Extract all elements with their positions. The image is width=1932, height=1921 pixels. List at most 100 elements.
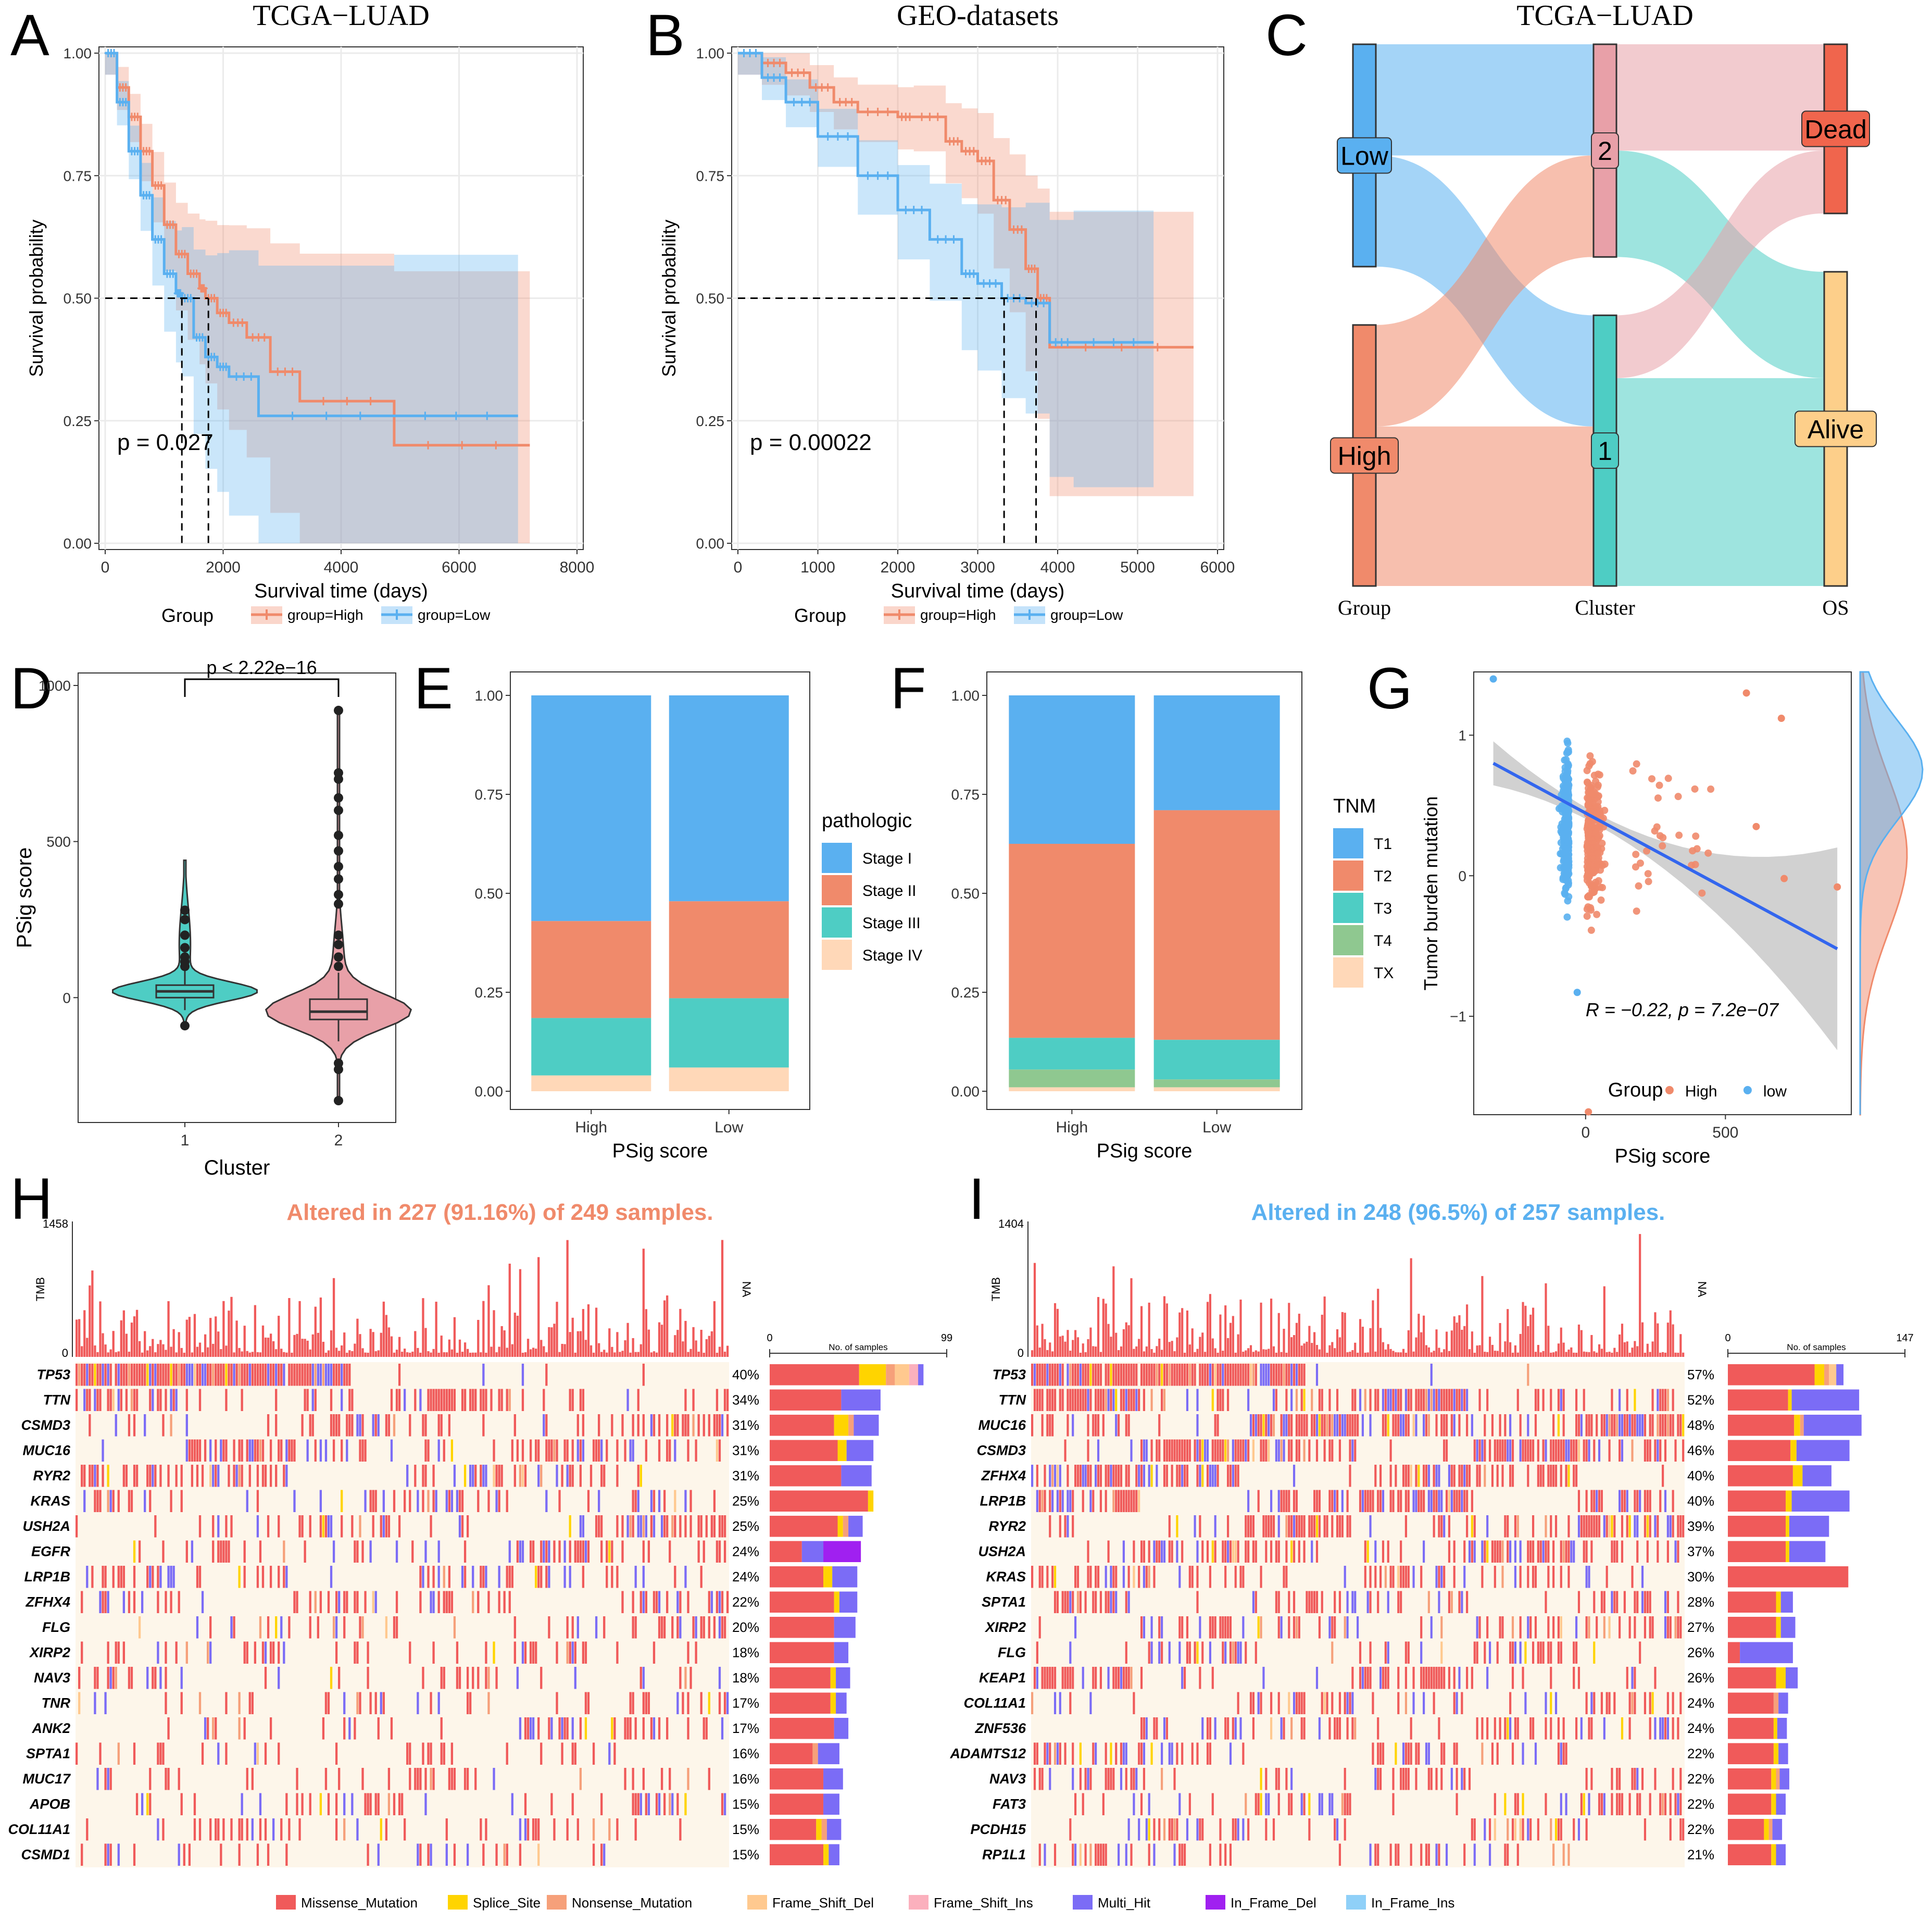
mutation-cell	[671, 1616, 674, 1639]
mutation-cell	[563, 1566, 566, 1588]
mutation-cell	[1237, 1818, 1239, 1841]
mutation-cell	[1425, 1843, 1428, 1866]
mutation-cell	[1265, 1768, 1268, 1790]
mutation-cell	[1349, 1465, 1351, 1487]
gene-label: XIRP2	[984, 1619, 1026, 1635]
gene-label: FAT3	[993, 1796, 1026, 1812]
tmb-bar	[1458, 1315, 1461, 1357]
mutation-cell	[1529, 1616, 1532, 1639]
mutation-cell	[1072, 1414, 1074, 1437]
mutation-cell	[480, 1566, 482, 1588]
mutation-cell	[1453, 1465, 1456, 1487]
mutation-cell	[687, 1717, 689, 1740]
point-high	[1648, 775, 1656, 783]
mutation-cell	[1392, 1793, 1395, 1815]
mutation-cell	[1095, 1364, 1097, 1386]
tmb-bar	[1514, 1345, 1516, 1357]
mutation-cell	[437, 1591, 440, 1613]
mutation-cell	[1491, 1414, 1494, 1437]
mutation-cell	[1105, 1490, 1107, 1512]
tmb-bar	[1476, 1345, 1478, 1357]
mutation-cell	[1222, 1389, 1224, 1411]
mutation-cell	[133, 1414, 136, 1437]
mutation-cell	[1051, 1465, 1054, 1487]
tmb-bar	[587, 1304, 590, 1357]
mutation-cell	[1293, 1591, 1296, 1613]
mutation-cell	[1122, 1667, 1125, 1689]
mutation-cell	[1651, 1692, 1654, 1714]
mutation-cell	[1494, 1439, 1496, 1462]
censor-mark	[864, 107, 872, 116]
mutation-cell	[710, 1515, 713, 1538]
mutation-cell	[1107, 1364, 1110, 1386]
censor-mark	[424, 441, 432, 450]
panel-b-survival-geo: 0 1000 2000 3000 4000 5000 60000.000.250.500.7…	[658, 0, 1235, 626]
tmb-bar	[1583, 1351, 1585, 1357]
tmb-bar	[230, 1296, 233, 1357]
tmb-bar	[128, 1351, 131, 1357]
mutation-cell	[621, 1515, 624, 1538]
mutation-cell	[1440, 1490, 1443, 1512]
mutation-cell	[1069, 1591, 1072, 1613]
mutation-cell	[330, 1389, 333, 1411]
bar-segment-t1	[1009, 695, 1135, 844]
mutation-cell	[1519, 1566, 1522, 1588]
mutation-cell	[1171, 1465, 1173, 1487]
mutation-cell	[283, 1566, 285, 1588]
significance-label: p < 2.22e−16	[206, 657, 317, 678]
tmb-bar	[1644, 1352, 1647, 1357]
mutation-cell	[1361, 1667, 1364, 1689]
mutation-cell	[1410, 1717, 1412, 1740]
mutation-cell	[571, 1641, 574, 1664]
mutation-cell	[687, 1692, 689, 1714]
mutation-cell	[141, 1364, 144, 1386]
mutation-cell	[582, 1439, 585, 1462]
legend-key	[822, 940, 852, 970]
mutation-cell	[526, 1717, 530, 1740]
bar-segment-t3	[1009, 1038, 1135, 1070]
tmb-bar	[1234, 1352, 1237, 1357]
mutation-cell	[545, 1439, 548, 1462]
mutation-cell	[1095, 1389, 1097, 1411]
gene-bar-segment	[1740, 1642, 1793, 1663]
gene-label: EGFR	[31, 1543, 71, 1559]
mutation-cell	[1056, 1465, 1059, 1487]
mutation-cell	[1234, 1641, 1237, 1664]
mutation-cell	[658, 1793, 661, 1815]
mutation-cell	[222, 1818, 225, 1841]
mutation-cell	[374, 1414, 377, 1437]
y-axis-title: Survival probability	[26, 219, 47, 377]
point-low	[1564, 845, 1572, 853]
mutation-cell	[1404, 1768, 1407, 1790]
tmb-bar	[1053, 1303, 1057, 1357]
mutation-cell	[120, 1566, 122, 1588]
tmb-bar	[204, 1334, 207, 1357]
tmb-bar	[1254, 1350, 1257, 1357]
mutation-cell	[1458, 1667, 1461, 1689]
mutation-cell	[645, 1439, 647, 1462]
mutation-cell	[99, 1591, 102, 1613]
mutation-cell	[1341, 1793, 1344, 1815]
mutation-cell	[1298, 1616, 1300, 1639]
mutation-cell	[424, 1465, 427, 1487]
tmb-bar	[708, 1336, 710, 1357]
tmb-bar	[647, 1329, 650, 1357]
mutation-cell	[1181, 1540, 1184, 1563]
mutation-cell	[157, 1818, 159, 1841]
mutation-cell	[713, 1490, 716, 1512]
mutation-cell	[1374, 1389, 1377, 1411]
mutation-cell	[1577, 1591, 1580, 1613]
mutation-cell	[689, 1515, 692, 1538]
tmb-bar	[1239, 1299, 1242, 1357]
sankey-label-box	[1795, 410, 1877, 447]
tmb-bar	[556, 1302, 558, 1357]
mutation-cell	[1338, 1414, 1341, 1437]
mutation-cell	[1519, 1414, 1522, 1437]
mutation-cell	[1127, 1667, 1130, 1689]
mutation-cell	[1649, 1515, 1651, 1538]
mutation-cell	[1433, 1667, 1435, 1689]
mutation-cell	[94, 1667, 96, 1689]
y-tick-label: −1	[1450, 1008, 1466, 1025]
tmb-bar	[1596, 1352, 1598, 1357]
tmb-bar	[272, 1341, 275, 1357]
